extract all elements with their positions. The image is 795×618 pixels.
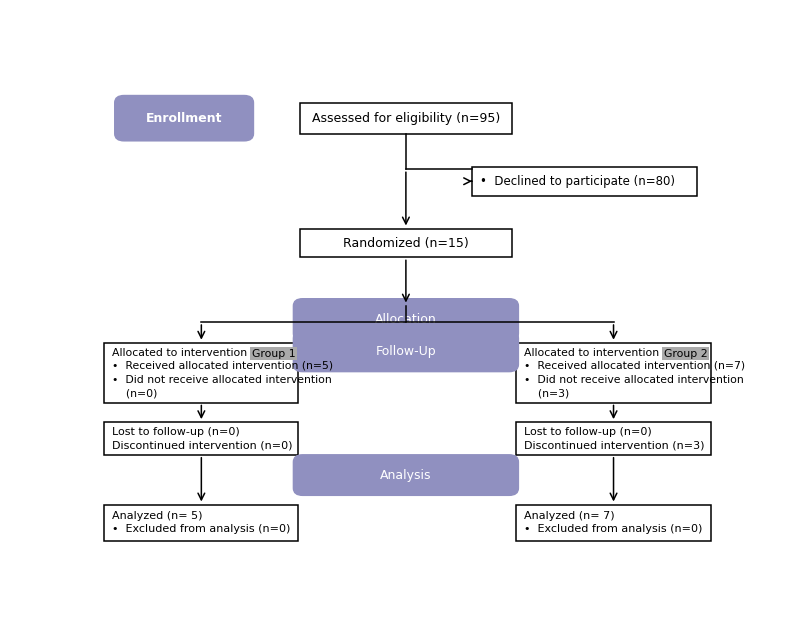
FancyBboxPatch shape <box>293 331 518 371</box>
Text: Allocated to intervention (n=10);
•  Received allocated intervention (n=7)
•  Di: Allocated to intervention (n=10); • Rece… <box>524 347 745 398</box>
Text: Follow-Up: Follow-Up <box>375 345 436 358</box>
Text: Analyzed (n= 7)
•  Excluded from analysis (n=0): Analyzed (n= 7) • Excluded from analysis… <box>524 511 702 535</box>
FancyBboxPatch shape <box>293 455 518 495</box>
Text: Allocated to intervention (n=5);
•  Received allocated intervention (n=5)
•  Did: Allocated to intervention (n=5); • Recei… <box>111 347 333 398</box>
Text: Group 1: Group 1 <box>252 349 295 358</box>
FancyBboxPatch shape <box>517 343 711 402</box>
Text: Group 2: Group 2 <box>664 349 708 358</box>
Text: Analysis: Analysis <box>380 468 432 481</box>
FancyBboxPatch shape <box>300 103 512 133</box>
Text: Enrollment: Enrollment <box>145 112 223 125</box>
Text: Analyzed (n= 5)
•  Excluded from analysis (n=0): Analyzed (n= 5) • Excluded from analysis… <box>111 511 290 535</box>
Text: Lost to follow-up (n=0)
Discontinued intervention (n=0): Lost to follow-up (n=0) Discontinued int… <box>111 427 293 451</box>
FancyBboxPatch shape <box>517 423 711 455</box>
FancyBboxPatch shape <box>517 505 711 541</box>
FancyBboxPatch shape <box>293 298 518 341</box>
FancyBboxPatch shape <box>104 343 298 402</box>
FancyBboxPatch shape <box>114 96 254 141</box>
FancyBboxPatch shape <box>472 167 697 195</box>
Text: Assessed for eligibility (n=95): Assessed for eligibility (n=95) <box>312 112 500 125</box>
Text: Randomized (n=15): Randomized (n=15) <box>343 237 469 250</box>
FancyBboxPatch shape <box>104 505 298 541</box>
Text: Lost to follow-up (n=0)
Discontinued intervention (n=3): Lost to follow-up (n=0) Discontinued int… <box>524 427 704 451</box>
FancyBboxPatch shape <box>300 229 512 257</box>
Text: •  Declined to participate (n=80): • Declined to participate (n=80) <box>479 175 674 188</box>
Text: Allocation: Allocation <box>375 313 436 326</box>
FancyBboxPatch shape <box>104 423 298 455</box>
